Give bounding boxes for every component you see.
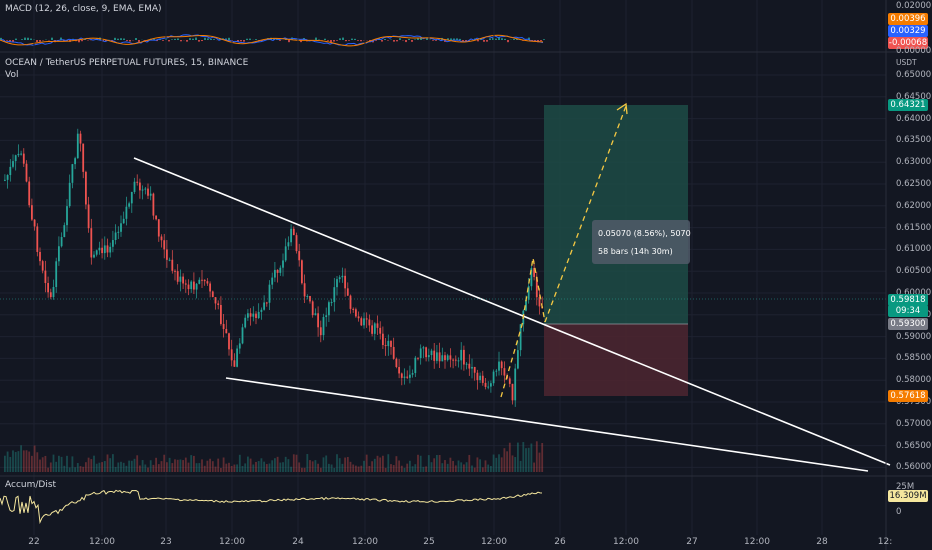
price-scale-label: 0.61500 xyxy=(896,222,932,233)
time-axis-label: 12:00 xyxy=(744,537,770,547)
price-grid xyxy=(0,0,886,535)
accum-badge: 16.309M xyxy=(888,490,928,502)
accum-scale-bottom: 0 xyxy=(896,507,902,517)
time-axis-label: 24 xyxy=(292,537,304,547)
time-axis-label: 12:00 xyxy=(613,537,639,547)
price-scale-label: 0.62500 xyxy=(896,179,932,189)
symbol-title[interactable]: OCEAN / TetherUS PERPETUAL FUTURES, 15, … xyxy=(5,58,249,68)
countdown-badge: 09:34 xyxy=(888,305,928,317)
time-axis-label: 22 xyxy=(28,537,40,547)
accum-dist-pane xyxy=(0,489,543,525)
projection-arrowhead xyxy=(616,102,628,115)
macd-badge-macd: 0.00329 xyxy=(888,25,928,37)
volume-bars xyxy=(4,441,544,472)
upper-trendline[interactable] xyxy=(133,157,891,466)
tooltip-line-2: 58 bars (14h 30m) xyxy=(598,247,673,256)
loss-zone[interactable] xyxy=(544,324,688,396)
time-axis-label: 12:00 xyxy=(89,537,115,547)
time-axis-label: 12:00 xyxy=(481,537,507,547)
price-scale-label: 0.63000 xyxy=(896,157,932,168)
projection-path-1[interactable] xyxy=(500,257,546,398)
price-scale-label: 0.64500 xyxy=(896,91,932,102)
price-scale-label: 0.61000 xyxy=(896,244,932,255)
price-scale-label: 0.58500 xyxy=(896,353,932,364)
time-axis-label: 12:00 xyxy=(219,537,245,547)
target-price-badge: 0.64321 xyxy=(888,99,928,111)
accum-title[interactable]: Accum/Dist xyxy=(5,480,57,490)
price-scale-label: 0.56000 xyxy=(896,462,932,473)
projection-path-2[interactable] xyxy=(544,105,627,323)
macd-scale-top: 0.02000 xyxy=(896,1,932,11)
price-scale-label: 0.64000 xyxy=(896,113,932,124)
profit-zone[interactable] xyxy=(544,105,688,324)
time-axis-label: 23 xyxy=(160,537,172,547)
volume-label[interactable]: Vol xyxy=(5,70,19,80)
time-axis-label: 12: xyxy=(877,537,893,547)
price-scale-label: 0.63500 xyxy=(896,135,932,146)
time-axis-label: 28 xyxy=(816,537,828,547)
macd-badge-histogram: -0.00068 xyxy=(888,37,928,49)
accum-scale-top: 25M xyxy=(896,482,915,492)
tooltip-line-1: 0.05070 (8.56%), 5070 xyxy=(598,229,691,238)
stop-price-badge: 0.57618 xyxy=(888,390,928,402)
price-scale-label: 0.57000 xyxy=(896,418,932,429)
price-scale-label: 0.60500 xyxy=(896,266,932,277)
macd-title[interactable]: MACD (12, 26, close, 9, EMA, EMA) xyxy=(5,4,162,14)
measure-tooltip: 0.05070 (8.56%), 5070 58 bars (14h 30m) xyxy=(592,220,691,264)
macd-pane xyxy=(0,34,545,47)
price-scale-label: 0.62000 xyxy=(896,200,932,211)
entry-price-badge: 0.59300 xyxy=(888,318,928,330)
price-scale-label: 0.56500 xyxy=(896,440,932,451)
macd-scale-label: 0.00000 xyxy=(896,46,932,56)
time-axis-label: 25 xyxy=(423,537,435,547)
time-axis-label: 26 xyxy=(554,537,566,547)
price-scale-label: 0.57500 xyxy=(896,397,932,407)
macd-badge-signal: 0.00396 xyxy=(888,13,928,25)
price-scale-label: 0.59000 xyxy=(896,331,932,342)
price-scale-label: 0.58000 xyxy=(896,375,932,386)
last-price-badge: 0.59818 xyxy=(888,294,928,306)
price-unit: USDT xyxy=(896,58,917,67)
time-axis-label: 27 xyxy=(686,537,698,547)
time-axis-label: 12:00 xyxy=(352,537,378,547)
price-scale-label: 0.60000 xyxy=(896,288,932,298)
lower-trendline[interactable] xyxy=(225,377,869,472)
candlesticks xyxy=(4,128,544,407)
price-scale-label: 0.65000 xyxy=(896,70,932,80)
